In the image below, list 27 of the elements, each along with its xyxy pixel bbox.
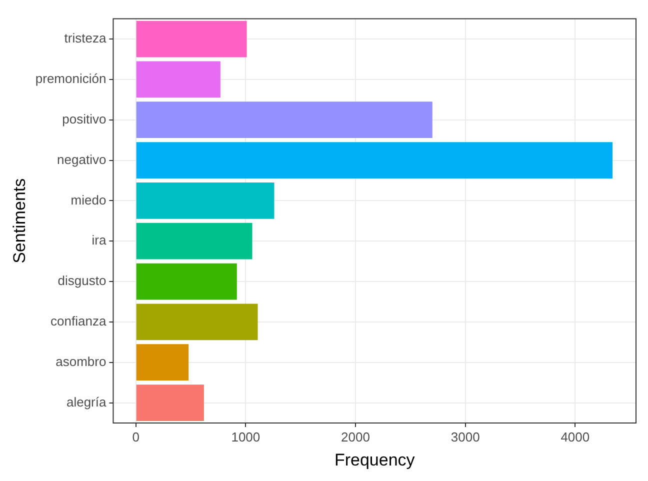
y-tick-label: negativo: [57, 152, 106, 167]
bar: [136, 222, 252, 260]
x-tick-label: 4000: [560, 429, 590, 444]
x-axis-title: Frequency: [334, 450, 416, 470]
bar: [136, 20, 247, 58]
y-tick-label: ira: [92, 232, 107, 248]
y-tick-label: confianza: [50, 314, 107, 329]
y-tick-label: asombro: [56, 354, 106, 369]
y-tick-label: disgusto: [58, 273, 106, 288]
x-tick-label: 1000: [231, 429, 260, 444]
y-tick-label: tristeza: [64, 30, 107, 46]
x-tick-label: 0: [132, 429, 140, 444]
y-tick-label: premonición: [35, 71, 106, 86]
bar: [136, 61, 220, 98]
bar: [136, 142, 612, 178]
bar: [136, 344, 189, 381]
x-tick-label: 3000: [450, 429, 480, 444]
bar: [136, 102, 432, 138]
bar: [136, 263, 237, 300]
y-axis-title: Sentiments: [10, 178, 29, 264]
bar: [136, 182, 274, 219]
x-tick-label: 2000: [341, 429, 370, 444]
bar: [136, 384, 204, 421]
y-tick-label: miedo: [70, 192, 106, 208]
y-tick-label: positivo: [62, 111, 106, 126]
bar: [136, 304, 258, 340]
y-tick-label: alegría: [66, 394, 107, 410]
